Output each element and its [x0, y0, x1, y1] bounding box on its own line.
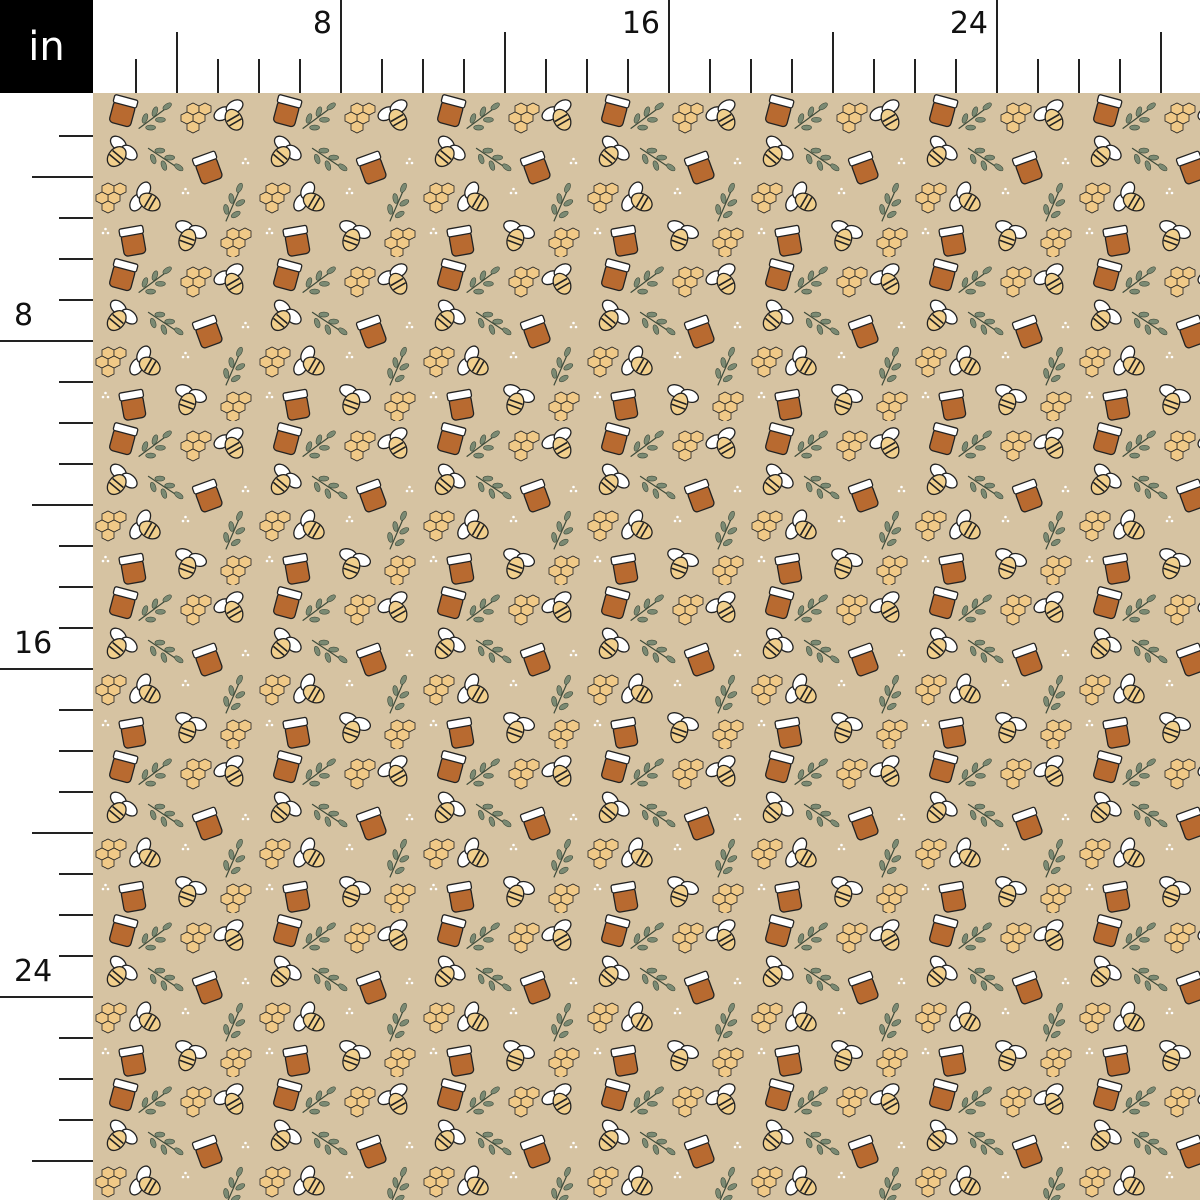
- top-ruler-label: 8: [312, 6, 332, 41]
- ruler-tick: [59, 627, 93, 629]
- top-ruler: 8 16 24: [93, 0, 1200, 93]
- ruler-tick: [832, 32, 834, 93]
- top-ruler-label: 16: [621, 6, 660, 41]
- ruler-tick: [709, 59, 711, 93]
- ruler-tick: [59, 1037, 93, 1039]
- ruler-tick: [750, 59, 752, 93]
- ruler-tick: [217, 59, 219, 93]
- ruler-tick: [791, 59, 793, 93]
- ruler-tick: [914, 59, 916, 93]
- ruler-tick: [59, 873, 93, 875]
- ruler-tick: [627, 59, 629, 93]
- ruler-tick: [955, 59, 957, 93]
- unit-label: in: [0, 0, 93, 93]
- ruler-tick: [1119, 59, 1121, 93]
- ruler-tick: [1160, 32, 1162, 93]
- ruler-tick: [59, 586, 93, 588]
- ruler-tick: [59, 791, 93, 793]
- ruler-tick: [59, 422, 93, 424]
- ruler-tick: [176, 32, 178, 93]
- ruler-tick: [32, 832, 93, 834]
- left-ruler-label: 8: [14, 298, 34, 333]
- ruler-tick: [59, 217, 93, 219]
- ruler-tick: [586, 59, 588, 93]
- ruler-tick: [299, 59, 301, 93]
- fabric-pattern: [93, 93, 1200, 1200]
- ruler-tick: [59, 750, 93, 752]
- top-ruler-label: 24: [949, 6, 988, 41]
- ruler-tick: [463, 59, 465, 93]
- ruler-tick: [996, 0, 998, 93]
- ruler-tick: [59, 914, 93, 916]
- ruler-tick: [545, 59, 547, 93]
- ruler-tick: [59, 545, 93, 547]
- ruler-tick: [340, 0, 342, 93]
- ruler-tick: [59, 1078, 93, 1080]
- ruler-tick: [59, 299, 93, 301]
- ruler-tick: [0, 668, 93, 670]
- ruler-tick: [59, 955, 93, 957]
- ruler-tick: [59, 258, 93, 260]
- ruler-tick: [668, 0, 670, 93]
- ruler-tick: [381, 59, 383, 93]
- ruler-tick: [59, 381, 93, 383]
- ruler-tick: [59, 1119, 93, 1121]
- ruler-tick: [504, 32, 506, 93]
- left-ruler: 8 16 24: [0, 93, 93, 1200]
- ruler-tick: [32, 504, 93, 506]
- ruler-tick: [32, 1160, 93, 1162]
- ruler-tick: [1078, 59, 1080, 93]
- left-ruler-label: 24: [14, 954, 53, 989]
- ruler-tick: [0, 340, 93, 342]
- ruler-tick: [422, 59, 424, 93]
- ruler-tick: [59, 463, 93, 465]
- ruler-tick: [258, 59, 260, 93]
- ruler-tick: [0, 996, 93, 998]
- ruler-tick: [1037, 59, 1039, 93]
- ruler-tick: [32, 176, 93, 178]
- ruler-tick: [59, 135, 93, 137]
- ruler-tick: [873, 59, 875, 93]
- ruler-tick: [59, 709, 93, 711]
- ruler-tick: [135, 59, 137, 93]
- left-ruler-label: 16: [14, 626, 53, 661]
